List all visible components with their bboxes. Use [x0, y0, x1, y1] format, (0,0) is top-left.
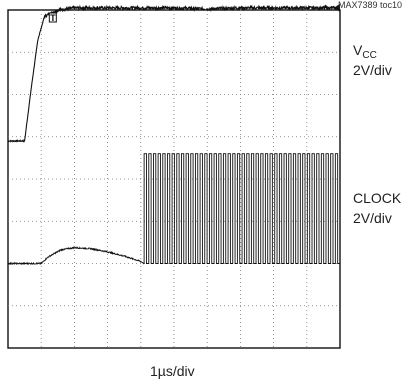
time-scale-label: 1µs/div [150, 363, 195, 379]
vcc-label-main: V [353, 42, 363, 58]
vcc-channel-label: VCC [353, 42, 377, 61]
clock-channel-label: CLOCK [353, 190, 402, 206]
trigger-marker: T [50, 13, 56, 23]
clock-trace [7, 153, 340, 266]
clock-scale-label: 2V/div [353, 210, 392, 226]
vcc-label-subscript: CC [362, 50, 377, 61]
vcc-trace [7, 4, 341, 143]
trigger-marker-box [48, 12, 57, 23]
vcc-level-marker [334, 3, 340, 12]
figure-id: MAX7389 toc10 [337, 0, 402, 10]
vcc-scale-label: 2V/div [353, 62, 392, 78]
